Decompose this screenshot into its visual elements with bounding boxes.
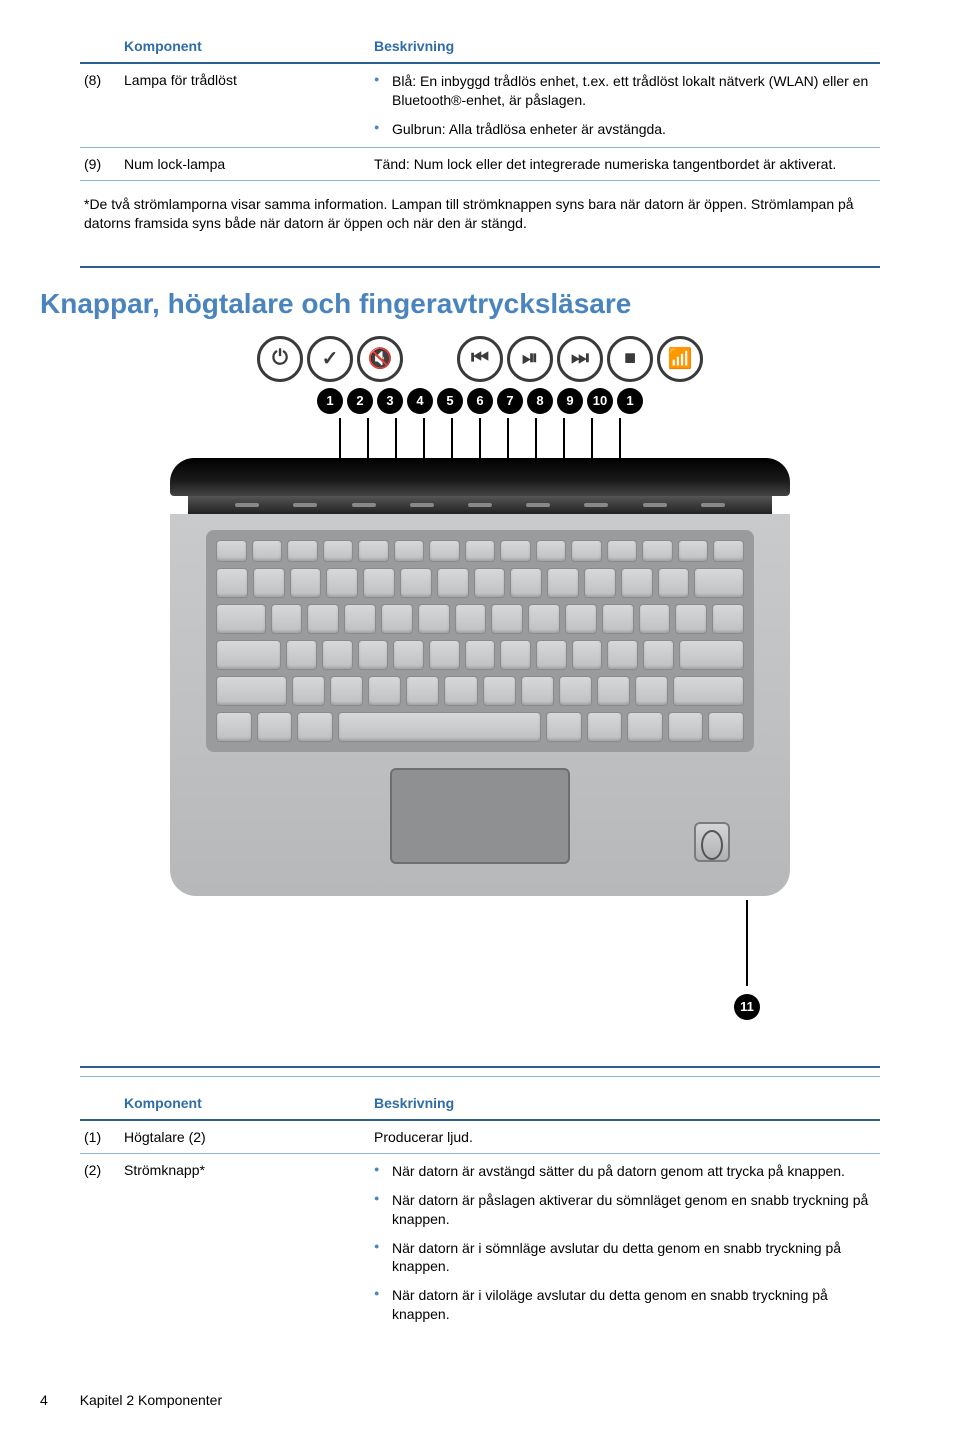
t1-header-description: Beskrivning [370, 30, 880, 63]
label-1b: 1 [617, 388, 643, 414]
wireless-icon: 📶 [657, 336, 703, 382]
playpause-icon: ⏯ [507, 336, 553, 382]
t2-r1-num: (1) [80, 1120, 120, 1154]
fingerprint-reader [694, 822, 730, 862]
t2-r2-b2: När datorn är påslagen aktiverar du sömn… [374, 1191, 876, 1229]
t1-r1-num: (8) [80, 63, 120, 147]
label-8: 8 [527, 388, 553, 414]
table-row: (8) Lampa för trådlöst Blå: En inbyggd t… [80, 63, 880, 147]
page-footer: 4 Kapitel 2 Komponenter [0, 1372, 960, 1438]
table-row: *De två strömlamporna visar samma inform… [80, 180, 880, 267]
t1-r2-name: Num lock-lampa [120, 147, 370, 180]
t2-header-blank [80, 1087, 120, 1120]
mute-icon: 🔇 [357, 336, 403, 382]
laptop-illustration: 11 [170, 458, 790, 896]
diagram-labels-row: 1 2 3 4 5 6 7 8 9 10 1 [170, 388, 790, 414]
stop-icon: ■ [607, 336, 653, 382]
t2-r2-b4: När datorn är i viloläge avslutar du det… [374, 1286, 876, 1324]
t2-r2-b1: När datorn är avstängd sätter du på dato… [374, 1162, 876, 1181]
palmrest [206, 752, 754, 872]
t1-r1-name: Lampa för trådlöst [120, 63, 370, 147]
t1-r1-b1: Blå: En inbyggd trådlös enhet, t.ex. ett… [374, 72, 876, 110]
page-number: 4 [40, 1392, 48, 1408]
leader-lines [170, 418, 790, 458]
t1-header-component-label: Komponent [120, 30, 370, 63]
t2-r2-num: (2) [80, 1153, 120, 1332]
prev-icon: ⏮ [457, 336, 503, 382]
touchpad [390, 768, 570, 864]
label-1: 1 [317, 388, 343, 414]
label-3: 3 [377, 388, 403, 414]
t2-header-description: Beskrivning [370, 1087, 880, 1120]
t2-r2-name: Strömknapp* [120, 1153, 370, 1332]
components-table-1: Komponent Beskrivning (8) Lampa för tråd… [80, 30, 880, 268]
components-table-2: Komponent Beskrivning (1) Högtalare (2) … [80, 1087, 880, 1332]
label-7: 7 [497, 388, 523, 414]
table-row: (1) Högtalare (2) Producerar ljud. [80, 1120, 880, 1154]
label-2: 2 [347, 388, 373, 414]
laptop-lid [170, 458, 790, 496]
t2-r2-b3: När datorn är i sömnläge avslutar du det… [374, 1239, 876, 1277]
thin-rule [80, 1076, 880, 1077]
section-heading: Knappar, högtalare och fingeravtrycksläs… [40, 288, 880, 320]
t1-r1-desc: Blå: En inbyggd trådlös enhet, t.ex. ett… [370, 63, 880, 147]
t1-header-component [80, 30, 120, 63]
power-icon: ⏻ [257, 336, 303, 382]
laptop-diagram: ⏻ ✓ 🔇 ⏮ ⏯ ⏭ ■ 📶 1 2 3 4 5 6 7 8 9 [80, 336, 880, 1056]
t1-r2-num: (9) [80, 147, 120, 180]
thick-rule [80, 1066, 880, 1068]
next-icon: ⏭ [557, 336, 603, 382]
laptop-deck [170, 514, 790, 896]
label-11: 11 [734, 994, 760, 1020]
t2-header-component: Komponent [120, 1087, 370, 1120]
t1-r1-b2: Gulbrun: Alla trådlösa enheter är avstän… [374, 120, 876, 139]
label-6: 6 [467, 388, 493, 414]
keyboard [206, 530, 754, 752]
t2-r1-desc: Producerar ljud. [370, 1120, 880, 1154]
label-4: 4 [407, 388, 433, 414]
table-row: (9) Num lock-lampa Tänd: Num lock eller … [80, 147, 880, 180]
t2-r2-desc: När datorn är avstängd sätter du på dato… [370, 1153, 880, 1332]
label-5: 5 [437, 388, 463, 414]
chapter-title: Kapitel 2 Komponenter [80, 1392, 222, 1408]
t2-r1-name: Högtalare (2) [120, 1120, 370, 1154]
media-bar [188, 496, 772, 514]
check-icon: ✓ [307, 336, 353, 382]
leader-line-11 [746, 900, 748, 986]
label-9: 9 [557, 388, 583, 414]
t1-r2-desc: Tänd: Num lock eller det integrerade num… [370, 147, 880, 180]
table-row: (2) Strömknapp* När datorn är avstängd s… [80, 1153, 880, 1332]
label-10: 10 [587, 388, 613, 414]
t1-note: *De två strömlamporna visar samma inform… [80, 180, 880, 267]
diagram-icons-row: ⏻ ✓ 🔇 ⏮ ⏯ ⏭ ■ 📶 [170, 336, 790, 382]
